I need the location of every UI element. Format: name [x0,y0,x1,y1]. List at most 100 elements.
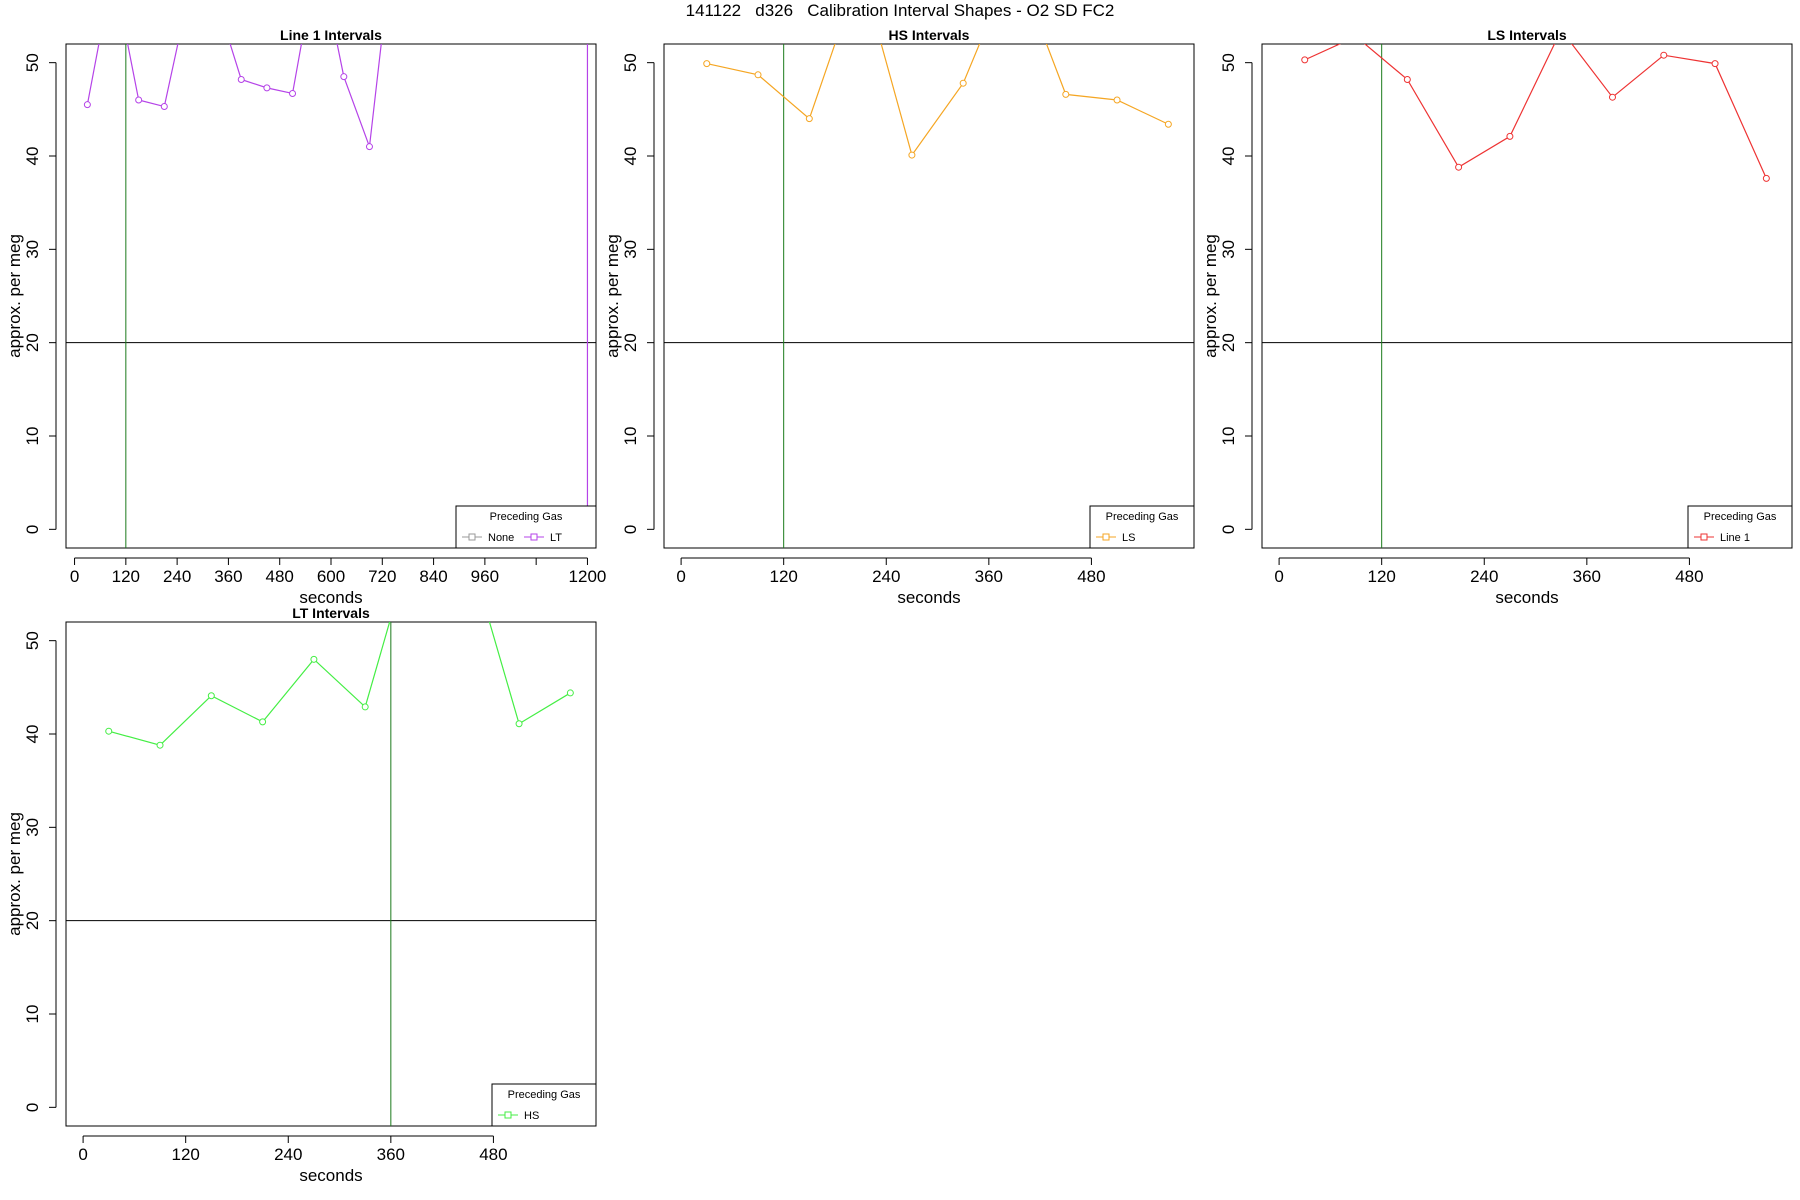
legend-box [1687,505,1793,549]
x-axis-label: seconds [897,588,960,607]
x-tick-label: 960 [471,567,499,586]
series-line [108,622,571,746]
data-point [1660,51,1668,59]
chart-panel-4: LT Intervals 0 120 240 360 480 seconds 0 10 20 30 4… [5,526,597,1185]
data-point [289,89,297,97]
y-tick-label: 20 [1219,333,1238,352]
y-tick-label: 0 [1219,525,1238,534]
plot-frame [65,621,597,1127]
legend-box [455,505,597,549]
x-axis-label: seconds [1495,588,1558,607]
legend-swatch-marker [530,533,538,541]
y-tick-label: 50 [23,53,42,72]
x-tick-label: 840 [419,567,447,586]
data-point [340,73,348,81]
legend-title: Preceding Gas [490,511,563,523]
chart-panel-1: Line 1 Intervals 0 120 240 360 480 600 720 840 96… [5,27,606,607]
legend-box [1089,505,1195,549]
legend-label: Line 1 [1720,532,1750,544]
x-tick-label: 0 [1274,567,1283,586]
data-point [1455,163,1463,171]
data-point [310,655,318,663]
plot-frame [65,43,597,549]
y-tick-label: 0 [23,525,42,534]
x-tick-label: 360 [214,567,242,586]
x-tick-label: 120 [769,567,797,586]
data-point [1608,93,1616,101]
y-tick-label: 40 [1219,147,1238,166]
data-point [1403,75,1411,83]
legend-title: Preceding Gas [508,1089,581,1101]
y-tick-label: 20 [23,911,42,930]
data-point [1711,60,1719,68]
y-tick-label: 30 [621,240,640,259]
data-point [1762,174,1770,182]
series-line [706,44,1169,157]
data-point [160,103,168,111]
y-axis-label: approx. per meg [1201,234,1220,358]
data-point [156,741,164,749]
series-line [86,44,382,147]
data-point [805,115,813,123]
y-tick-label: 10 [23,1005,42,1024]
x-tick-label: 0 [676,567,685,586]
y-axis-label: approx. per meg [5,812,24,936]
x-tick-label: 360 [377,1145,405,1164]
page-title: 141122 d326 Calibration Interval Shapes … [685,1,1115,20]
y-tick-label: 50 [621,53,640,72]
x-tick-label: 0 [70,567,79,586]
y-tick-label: 10 [1219,427,1238,446]
plot-area [66,526,596,1126]
x-tick-label: 240 [872,567,900,586]
x-tick-label: 0 [78,1145,87,1164]
legend-title: Preceding Gas [1704,511,1777,523]
data-point [515,720,523,728]
legend: Preceding Gas LS [1089,505,1195,549]
x-axis-label: seconds [299,588,362,607]
legend-swatch-marker [504,1111,512,1119]
x-tick-label: 720 [368,567,396,586]
y-tick-label: 40 [23,147,42,166]
data-point [105,727,113,735]
x-tick-label: 480 [266,567,294,586]
panel-title: LT Intervals [292,605,370,621]
panel-title: LS Intervals [1487,27,1567,43]
x-tick-label: 480 [1675,567,1703,586]
legend-label: None [488,532,514,544]
x-tick-label: 240 [1470,567,1498,586]
data-point [413,526,419,532]
panel-title: HS Intervals [889,27,970,43]
legend-title: Preceding Gas [1106,511,1179,523]
data-point [959,79,967,87]
x-tick-label: 360 [975,567,1003,586]
plot-frame [1261,43,1793,549]
x-tick-label: 120 [1367,567,1395,586]
data-point [1113,96,1121,104]
y-tick-label: 30 [23,240,42,259]
data-point [1506,132,1514,140]
x-tick-label: 120 [171,1145,199,1164]
plot-frame [663,43,1195,549]
y-tick-label: 30 [1219,240,1238,259]
legend: Preceding Gas None LT [455,505,597,549]
x-tick-label: 600 [317,567,345,586]
data-point [365,143,373,151]
data-point [237,75,245,83]
panel-title: Line 1 Intervals [280,27,382,43]
y-tick-label: 10 [621,427,640,446]
plot-area [1262,34,1792,548]
legend-swatch-marker [468,533,476,541]
legend-swatch-marker [1700,533,1708,541]
x-axis-label: seconds [299,1166,362,1185]
data-point [566,689,574,697]
data-point [83,101,91,109]
legend-label: HS [524,1110,539,1122]
data-point [703,60,711,68]
data-point [361,703,369,711]
y-tick-label: 50 [1219,53,1238,72]
x-tick-label: 480 [479,1145,507,1164]
data-point [1353,34,1359,40]
legend-box [491,1083,597,1127]
y-tick-label: 20 [621,333,640,352]
